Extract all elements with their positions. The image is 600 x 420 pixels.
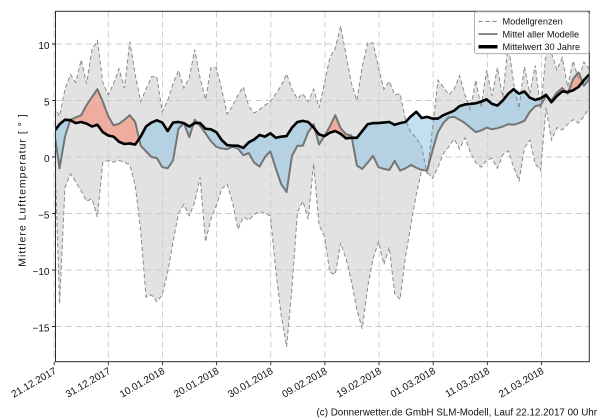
svg-text:0: 0 — [44, 154, 50, 165]
svg-text:Mittel aller Modelle: Mittel aller Modelle — [503, 29, 580, 39]
svg-text:Mittelwert 30 Jahre: Mittelwert 30 Jahre — [503, 42, 581, 52]
svg-text:−5: −5 — [38, 210, 50, 221]
svg-text:Modellgrenzen: Modellgrenzen — [503, 17, 563, 27]
svg-text:−15: −15 — [33, 323, 50, 334]
svg-text:(c) Donnerwetter.de GmbH SLM-M: (c) Donnerwetter.de GmbH SLM-Modell, Lau… — [317, 408, 598, 419]
svg-text:Mittlere Lufttemperatur [ ° ]: Mittlere Lufttemperatur [ ° ] — [17, 113, 29, 266]
svg-text:5: 5 — [44, 97, 50, 108]
svg-text:−10: −10 — [33, 267, 50, 278]
svg-text:10: 10 — [38, 41, 50, 52]
